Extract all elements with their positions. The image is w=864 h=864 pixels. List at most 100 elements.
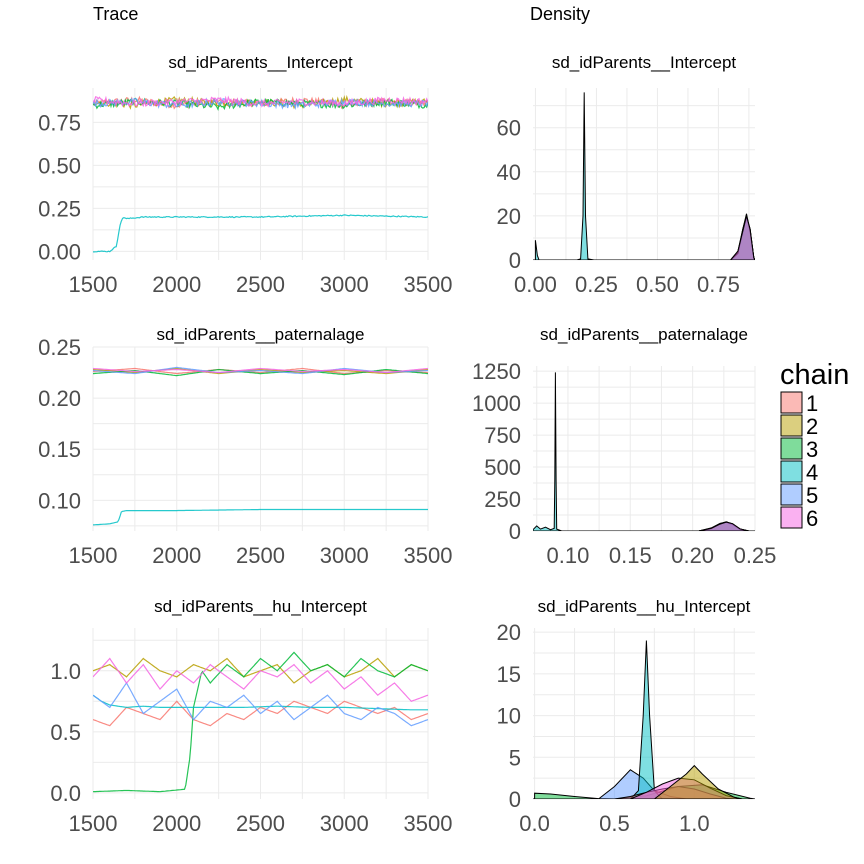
panel-5: sd_idParents__hu_Intercept 1500 2000 2500 30… xyxy=(50,597,452,836)
x-tick-label: 1.0 xyxy=(679,811,710,836)
plot-area xyxy=(93,651,428,793)
y-tick-label: 0.25 xyxy=(38,335,81,360)
x-tick-label: 3500 xyxy=(404,811,453,836)
gridlines xyxy=(533,366,756,532)
y-tick-label: 0 xyxy=(509,787,521,812)
legend-label-1: 1 xyxy=(806,391,818,416)
y-tick-label: 40 xyxy=(497,160,521,185)
trace-line-chain-4 xyxy=(93,694,428,711)
legend-key-1 xyxy=(780,391,803,414)
y-tick-label: 15 xyxy=(497,662,521,687)
trace-line-chain-4 xyxy=(93,214,428,253)
legend-title: chain xyxy=(780,359,849,391)
y-tick-label: 0.10 xyxy=(38,488,81,513)
panel-title: sd_idParents__Intercept xyxy=(552,53,737,72)
x-tick-label: 0.20 xyxy=(671,543,714,568)
legend-label-5: 5 xyxy=(806,483,818,508)
legend-label-3: 3 xyxy=(806,437,818,462)
density-column-title: Density xyxy=(530,4,590,24)
legend-label-6: 6 xyxy=(806,506,818,531)
y-tick-label: 20 xyxy=(497,620,521,645)
x-tick-label: 0.25 xyxy=(734,543,777,568)
panel-3: sd_idParents__paternalage 1500 2000 2500 300… xyxy=(38,325,452,568)
y-tick-label: 0.25 xyxy=(38,196,81,221)
x-tick-label: 2000 xyxy=(152,272,201,297)
y-tick-label: 1250 xyxy=(472,359,521,384)
plot-area xyxy=(533,92,755,260)
plot-area xyxy=(93,366,428,526)
x-tick-label: 1500 xyxy=(69,272,118,297)
density-area-chain-2 xyxy=(653,764,743,799)
panel-title: sd_idParents__hu_Intercept xyxy=(538,597,751,616)
trace-line-chain-3 xyxy=(93,651,428,793)
x-tick-label: 3500 xyxy=(404,543,453,568)
density-area-chain-4 xyxy=(533,372,562,531)
y-tick-label: 0 xyxy=(509,248,521,273)
panel-title: sd_idParents__hu_Intercept xyxy=(154,597,367,616)
legend-key-5 xyxy=(780,483,803,506)
x-tick-label: 0.75 xyxy=(697,272,740,297)
y-tick-label: 0 xyxy=(509,519,521,544)
y-tick-label: 1.0 xyxy=(50,659,81,684)
plot-area xyxy=(533,372,755,531)
trace-line-chain-5 xyxy=(93,97,428,111)
y-tick-label: 500 xyxy=(484,455,521,480)
y-tick-label: 0.5 xyxy=(50,720,81,745)
legend-key-2 xyxy=(780,414,803,437)
x-tick-label: 2000 xyxy=(152,543,201,568)
y-tick-label: 750 xyxy=(484,423,521,448)
y-tick-label: 10 xyxy=(497,704,521,729)
trace-line-chain-4 xyxy=(93,508,428,526)
gridlines xyxy=(92,346,429,531)
x-tick-label: 3000 xyxy=(320,543,369,568)
x-tick-label: 1500 xyxy=(69,811,118,836)
y-tick-label: 0.00 xyxy=(38,239,81,264)
plot-area xyxy=(533,640,755,799)
x-tick-label: 3000 xyxy=(320,272,369,297)
panel-6: sd_idParents__hu_Intercept 0.0 0.5 1.0 0 5 10 1… xyxy=(497,597,755,836)
trace-line-chain-6 xyxy=(93,95,428,108)
x-tick-label: 2000 xyxy=(152,811,201,836)
x-tick-label: 2500 xyxy=(236,272,285,297)
y-tick-label: 60 xyxy=(497,116,521,141)
y-tick-label: 20 xyxy=(497,204,521,229)
y-tick-label: 0.50 xyxy=(38,153,81,178)
x-tick-label: 0.10 xyxy=(547,543,590,568)
x-tick-label: 0.00 xyxy=(514,272,557,297)
legend-key-3 xyxy=(780,437,803,460)
x-tick-label: 1500 xyxy=(69,543,118,568)
trace-line-chain-5 xyxy=(93,681,428,727)
x-tick-label: 2500 xyxy=(236,543,285,568)
x-tick-label: 0.5 xyxy=(599,811,630,836)
panel-title: sd_idParents__paternalage xyxy=(157,325,365,344)
y-tick-label: 0.20 xyxy=(38,386,81,411)
density-area-chain-4 xyxy=(534,92,595,260)
y-tick-label: 1000 xyxy=(472,391,521,416)
density-area-chain-6 xyxy=(698,521,749,531)
panel-title: sd_idParents__Intercept xyxy=(168,53,353,72)
x-tick-label: 0.15 xyxy=(609,543,652,568)
x-tick-label: 3000 xyxy=(320,811,369,836)
panel-title: sd_idParents__paternalage xyxy=(540,325,748,344)
trace-line-chain-6 xyxy=(93,657,428,703)
legend-key-6 xyxy=(780,506,803,529)
x-tick-label: 0.50 xyxy=(636,272,679,297)
y-tick-label: 0.15 xyxy=(38,437,81,462)
legend-label-2: 2 xyxy=(806,414,818,439)
x-tick-label: 3500 xyxy=(404,272,453,297)
y-tick-label: 5 xyxy=(509,745,521,770)
panel-4: sd_idParents__paternalage 0.10 0.15 0.20 0.2… xyxy=(472,325,776,568)
gridlines xyxy=(92,88,429,260)
gridlines xyxy=(92,628,429,799)
trace-column-title: Trace xyxy=(93,4,138,24)
x-tick-label: 0.0 xyxy=(519,811,550,836)
panel-2: sd_idParents__Intercept 0.00 0.25 0.50 0.75 0… xyxy=(497,53,755,297)
gridlines xyxy=(533,88,755,261)
x-tick-label: 0.25 xyxy=(575,272,618,297)
y-tick-label: 0.75 xyxy=(38,110,81,135)
x-tick-label: 2500 xyxy=(236,811,285,836)
y-tick-label: 0.0 xyxy=(50,781,81,806)
